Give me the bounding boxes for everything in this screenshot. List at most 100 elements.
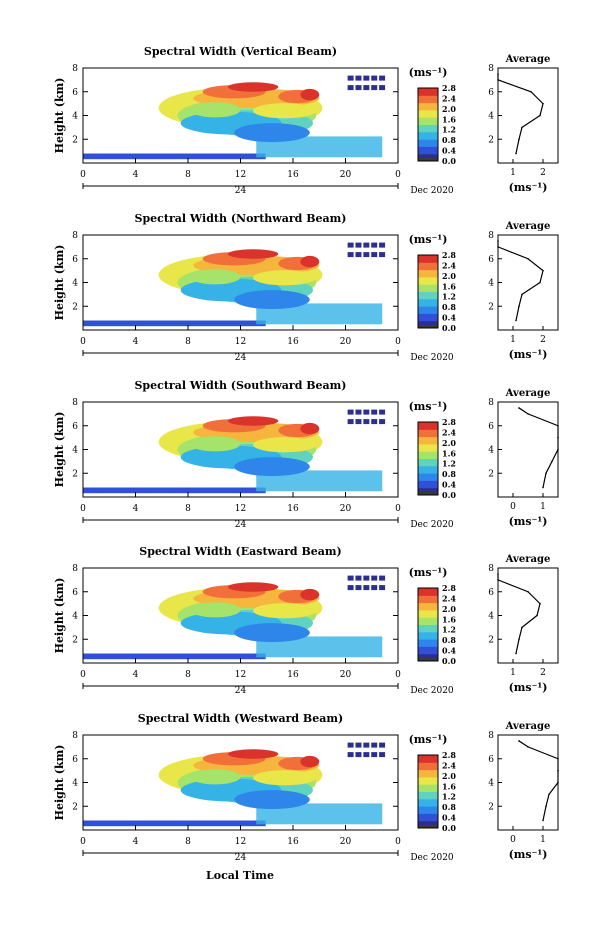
colorbar-band (418, 153, 438, 162)
colorbar-tick-label: 1.6 (442, 281, 456, 291)
heatmap-cell (227, 582, 279, 592)
colorbar-band (418, 276, 438, 285)
average-profile-line (518, 407, 559, 488)
colorbar-low-band (418, 825, 438, 828)
y-tick-label: 8 (72, 231, 78, 241)
x-tick-label: 0 (80, 170, 86, 180)
colorbar-tick-label: 0.4 (442, 646, 456, 656)
avg-y-tick-label: 4 (488, 612, 494, 622)
heatmap-cell (347, 419, 354, 425)
colorbar-band (418, 776, 438, 785)
colorbar-tick-label: 0.8 (442, 135, 456, 145)
heatmap-cell (355, 575, 362, 581)
evening-layer (256, 136, 383, 158)
colorbar-tick-label: 2.4 (442, 260, 456, 270)
heatmap-cell (227, 82, 279, 92)
avg-x-tick-label: 1 (510, 335, 516, 345)
y-tick-label: 8 (72, 731, 78, 741)
average-frame (497, 734, 559, 831)
surface-layer (83, 820, 266, 827)
x-tick-label: 12 (235, 670, 246, 680)
avg-y-tick-label: 6 (488, 255, 494, 265)
colorbar-tick-label: 2.4 (442, 593, 456, 603)
heatmap-cell (371, 742, 378, 748)
avg-y-tick-label: 2 (488, 302, 494, 312)
colorbar-band (418, 595, 438, 604)
colorbar-tick-label: 1.2 (442, 292, 456, 302)
colorbar-unit: (ms⁻¹) (409, 400, 448, 413)
heatmap-cell (371, 409, 378, 415)
colorbar-tick-label: 1.2 (442, 459, 456, 469)
y-tick-label: 2 (72, 635, 78, 645)
heatmap-cell (227, 749, 279, 759)
heatmap-cell (234, 123, 310, 143)
panel-title: Spectral Width (Northward Beam) (135, 212, 347, 225)
colorbar-tick-label: 2.0 (442, 604, 456, 614)
average-profile-point (527, 590, 529, 593)
x-tick-label: 8 (185, 837, 191, 847)
heatmap-cell (253, 770, 317, 786)
colorbar-band (418, 269, 438, 278)
colorbar-frame (417, 754, 439, 829)
colorbar-band (418, 473, 438, 481)
heatmap-cell (347, 742, 354, 748)
average-profile-point (527, 257, 529, 260)
date-label: Dec 2020 (410, 686, 454, 696)
surface-layer (83, 320, 266, 327)
colorbar-tick-label: 1.6 (442, 114, 456, 124)
heatmap-cell (347, 75, 354, 81)
colorbar-band (418, 631, 438, 640)
colorbar-tick-label: 2.4 (442, 760, 456, 770)
colorbar-tick-label: 1.2 (442, 625, 456, 635)
colorbar-band (418, 465, 438, 474)
x-tick-label: 16 (287, 670, 299, 680)
colorbar-tick-label: 0.0 (442, 490, 456, 500)
heatmap-cell (371, 419, 378, 425)
colorbar-tick-label: 0.4 (442, 813, 456, 823)
heatmap-cell (190, 436, 241, 452)
heatmap-cell (347, 85, 354, 91)
x-tick-label: 4 (133, 837, 139, 847)
heatmap-cell (363, 242, 370, 248)
colorbar-band (418, 443, 438, 452)
avg-y-tick-label: 6 (488, 588, 494, 598)
average-profile-point (536, 614, 538, 617)
evening-layer (256, 470, 383, 492)
surface-layer (83, 153, 266, 160)
day-label: 24 (235, 853, 247, 863)
average-profile-point (515, 319, 517, 322)
avg-x-tick-label: 2 (540, 335, 546, 345)
average-profile-point (557, 769, 559, 772)
heatmap-cell (253, 437, 317, 453)
avg-y-tick-label: 6 (488, 755, 494, 765)
heatmap-cell (347, 409, 354, 415)
heatmap-cell (355, 742, 362, 748)
y-tick-label: 8 (72, 564, 78, 574)
heatmap-cell (355, 85, 362, 91)
colorbar-tick-label: 1.2 (442, 125, 456, 135)
average-profile-point (542, 486, 544, 489)
colorbar-tick-label: 0.4 (442, 146, 456, 156)
average-unit: (ms⁻¹) (509, 181, 548, 194)
colorbar-tick-label: 1.6 (442, 614, 456, 624)
x-tick-label: 0 (80, 837, 86, 847)
x-tick-label: 12 (235, 837, 246, 847)
heatmap-cell (347, 585, 354, 591)
heatmap-cell (355, 419, 362, 425)
x-tick-label: 4 (133, 670, 139, 680)
heatmap-cell (371, 85, 378, 91)
colorbar-band (418, 284, 438, 292)
x-tick-label: 12 (235, 170, 246, 180)
colorbar-band (418, 762, 438, 771)
colorbar-band (418, 109, 438, 118)
colorbar-band (418, 291, 438, 300)
average-unit: (ms⁻¹) (509, 848, 548, 861)
x-tick-label: 4 (133, 337, 139, 347)
average-frame (497, 67, 559, 164)
panel-3: Spectral Width (Southward Beam)2468Heigh… (53, 379, 559, 530)
heatmap-field (83, 575, 386, 660)
x-tick-label: 0 (395, 170, 401, 180)
heatmap-cell (253, 103, 317, 119)
colorbar-tick-label: 2.0 (442, 271, 456, 281)
x-tick-label: 20 (340, 670, 352, 680)
